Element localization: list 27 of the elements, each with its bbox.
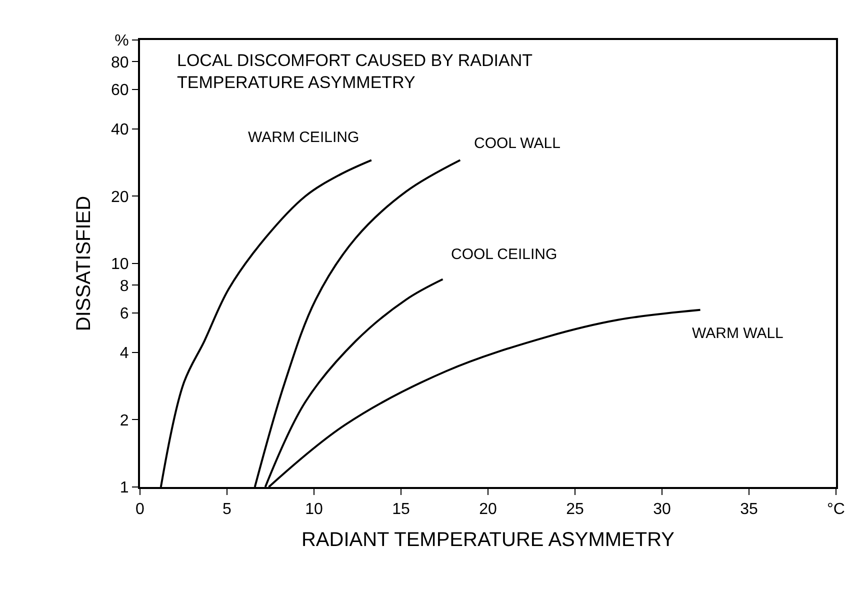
series-label: WARM WALL [692,325,784,342]
x-tick-label: 0 [136,501,145,518]
y-tick-label: 20 [111,188,129,206]
series-label: COOL CEILING [451,246,558,263]
y-tick-label: 80 [111,54,129,72]
x-tick-label: 25 [566,501,584,518]
y-tick-label: 6 [120,306,129,323]
y-tick-label: 8 [120,278,129,295]
y-tick-label: 2 [120,412,129,430]
y-tick-label: 10 [111,256,129,274]
series-label: WARM CEILING [248,129,360,146]
series-label: COOL WALL [474,135,560,152]
x-tick-label: 10 [305,501,323,518]
y-axis-title: DISSATISFIED [73,196,96,332]
x-tick-label: 20 [479,501,497,518]
x-tick-label: 30 [653,501,671,518]
x-tick-label: 15 [392,501,410,518]
y-tick-label: 40 [111,122,129,139]
text: LOCAL DISCOMFORT CAUSED BY RADIANT TEMPERATURE ASYMMETRY [177,51,532,92]
y-tick-label: 1 [120,480,129,497]
x-tick-label: 5 [222,501,232,518]
y-tick-label: % [114,32,129,50]
y-tick-label: 60 [111,82,129,100]
x-axis-title: RADIANT TEMPERATURE ASYMMETRY [301,529,675,552]
x-tick-label: 35 [740,501,758,518]
x-tick-label: °C [827,501,845,518]
y-tick-label: 4 [120,345,129,362]
